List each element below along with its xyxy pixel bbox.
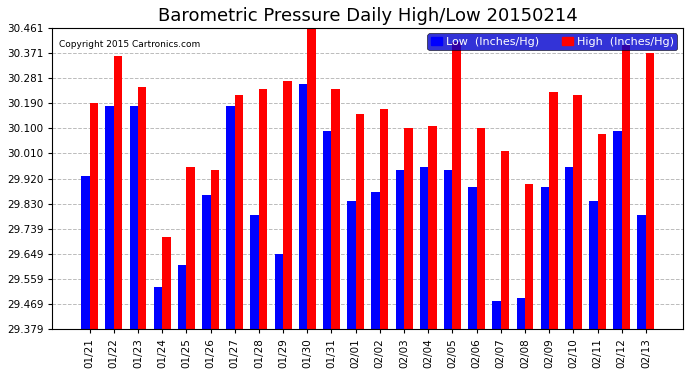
Bar — [162, 237, 170, 329]
Bar — [210, 170, 219, 329]
Bar — [565, 167, 573, 329]
Bar — [275, 254, 283, 329]
Bar — [114, 56, 122, 329]
Bar — [404, 128, 413, 329]
Bar — [444, 170, 453, 329]
Bar — [202, 195, 210, 329]
Bar — [347, 201, 355, 329]
Bar — [299, 84, 307, 329]
Title: Barometric Pressure Daily High/Low 20150214: Barometric Pressure Daily High/Low 20150… — [158, 7, 578, 25]
Bar — [226, 106, 235, 329]
Bar — [130, 106, 138, 329]
Bar — [549, 92, 558, 329]
Bar — [283, 81, 292, 329]
Bar — [355, 114, 364, 329]
Bar — [81, 176, 90, 329]
Bar — [259, 89, 268, 329]
Bar — [395, 170, 404, 329]
Bar — [453, 42, 461, 329]
Bar — [428, 126, 437, 329]
Bar — [598, 134, 606, 329]
Bar — [323, 131, 331, 329]
Bar — [420, 167, 428, 329]
Bar — [331, 89, 340, 329]
Bar — [178, 265, 186, 329]
Legend: Low  (Inches/Hg), High  (Inches/Hg): Low (Inches/Hg), High (Inches/Hg) — [427, 33, 678, 50]
Bar — [493, 301, 501, 329]
Bar — [622, 45, 630, 329]
Bar — [638, 215, 646, 329]
Bar — [186, 167, 195, 329]
Bar — [250, 215, 259, 329]
Bar — [477, 128, 485, 329]
Bar — [235, 95, 243, 329]
Bar — [371, 192, 380, 329]
Bar — [90, 104, 98, 329]
Bar — [573, 95, 582, 329]
Bar — [106, 106, 114, 329]
Bar — [154, 287, 162, 329]
Bar — [307, 28, 316, 329]
Bar — [517, 298, 525, 329]
Bar — [646, 53, 654, 329]
Bar — [525, 184, 533, 329]
Bar — [380, 109, 388, 329]
Bar — [613, 131, 622, 329]
Bar — [468, 187, 477, 329]
Bar — [138, 87, 146, 329]
Bar — [541, 187, 549, 329]
Bar — [589, 201, 598, 329]
Text: Copyright 2015 Cartronics.com: Copyright 2015 Cartronics.com — [59, 40, 200, 49]
Bar — [501, 151, 509, 329]
